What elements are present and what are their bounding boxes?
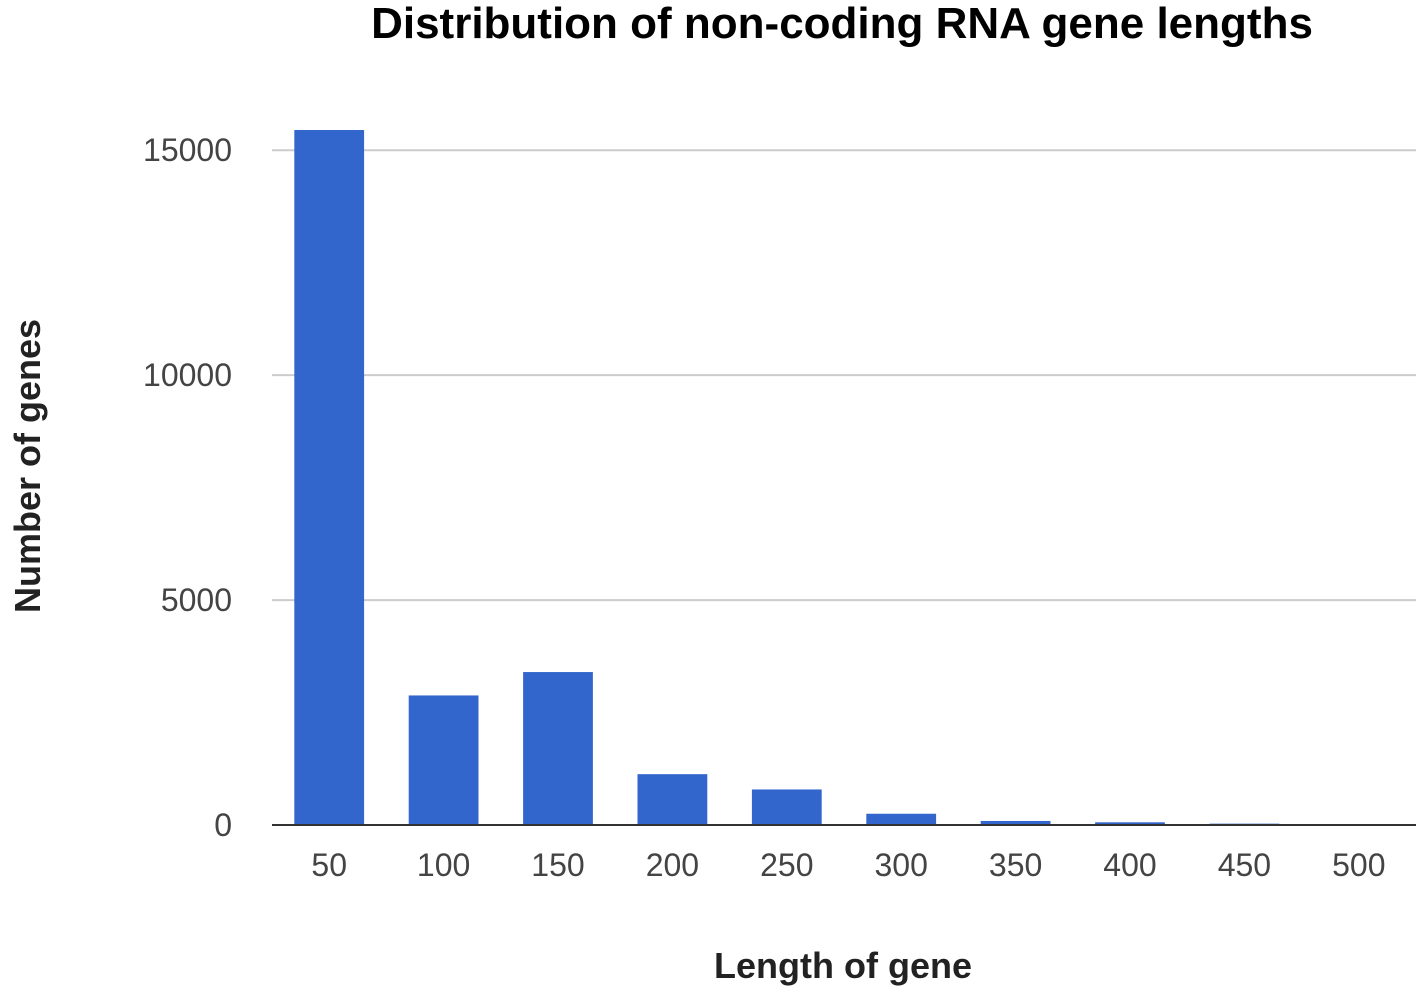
- x-tick-labels: 50 100 150 200 250 300 350 400 450 500: [311, 847, 1385, 883]
- bar-50: [294, 130, 365, 825]
- gridlines: [272, 149, 1416, 602]
- bar-250: [751, 789, 822, 825]
- y-tick-label: 10000: [143, 357, 232, 393]
- x-tick-label: 400: [1103, 847, 1156, 883]
- y-tick-label: 15000: [143, 132, 232, 168]
- x-tick-label: 500: [1332, 847, 1385, 883]
- y-tick-label: 5000: [161, 582, 232, 618]
- x-tick-label: 150: [531, 847, 584, 883]
- chart-title: Distribution of non-coding RNA gene leng…: [371, 0, 1313, 48]
- x-tick-label: 200: [646, 847, 699, 883]
- bar-200: [637, 774, 708, 825]
- x-tick-label: 300: [875, 847, 928, 883]
- y-tick-labels: 0 5000 10000 15000: [143, 132, 232, 843]
- x-tick-label: 250: [760, 847, 813, 883]
- x-axis-title: Length of gene: [714, 945, 972, 986]
- x-tick-label: 100: [417, 847, 470, 883]
- y-tick-label: 0: [214, 807, 232, 843]
- bar-400: [1095, 822, 1165, 825]
- bar-300: [866, 813, 937, 825]
- y-axis-title: Number of genes: [7, 319, 48, 613]
- bars: [294, 130, 1394, 825]
- bar-150: [523, 672, 593, 825]
- x-tick-label: 50: [311, 847, 347, 883]
- x-tick-label: 450: [1218, 847, 1271, 883]
- bar-350: [980, 820, 1051, 825]
- bar-100: [408, 695, 479, 825]
- x-tick-label: 350: [989, 847, 1042, 883]
